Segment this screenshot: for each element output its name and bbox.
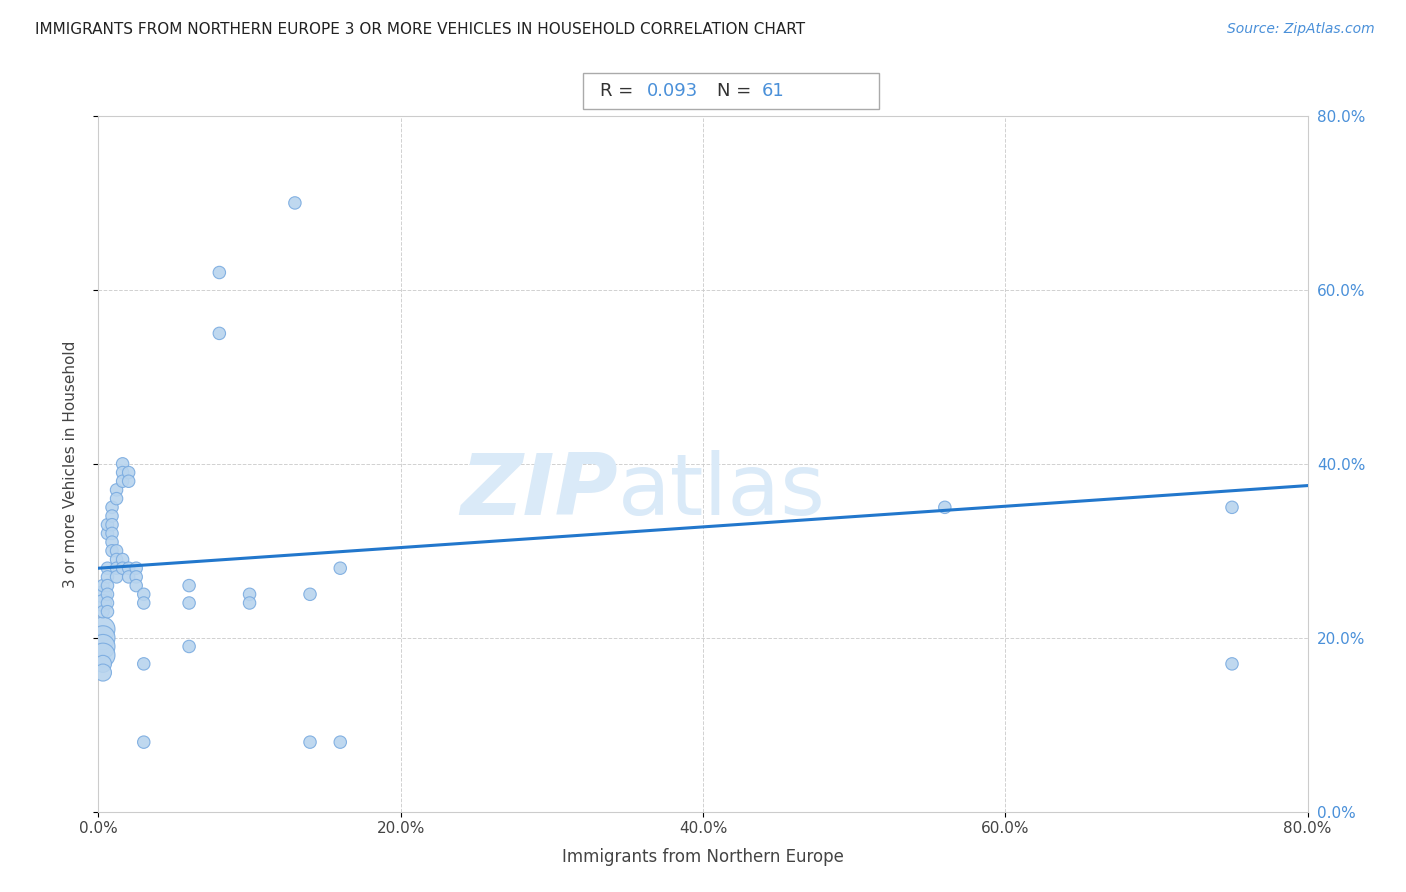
Point <box>118 474 141 488</box>
Text: ZIP: ZIP <box>461 450 619 533</box>
Point <box>101 535 124 549</box>
Point <box>125 570 148 584</box>
Point <box>96 570 118 584</box>
Point <box>208 326 231 341</box>
Point <box>125 578 148 592</box>
Point <box>105 543 128 558</box>
Text: N =: N = <box>717 82 756 100</box>
Point <box>118 561 141 575</box>
Y-axis label: 3 or more Vehicles in Household: 3 or more Vehicles in Household <box>63 340 77 588</box>
Point <box>125 561 148 575</box>
Point <box>1220 500 1243 515</box>
Point <box>329 561 352 575</box>
Point <box>96 526 118 541</box>
Point <box>105 570 128 584</box>
Point <box>101 543 124 558</box>
Point <box>299 735 322 749</box>
X-axis label: Immigrants from Northern Europe: Immigrants from Northern Europe <box>562 847 844 865</box>
Text: atlas: atlas <box>619 450 827 533</box>
Point <box>91 605 114 619</box>
Point <box>101 517 124 532</box>
Point <box>239 596 262 610</box>
Point <box>111 552 134 566</box>
Point <box>132 735 155 749</box>
Point <box>118 466 141 480</box>
Point <box>105 483 128 497</box>
Point <box>111 561 134 575</box>
Point <box>96 578 118 592</box>
Point <box>101 508 124 523</box>
Point <box>91 631 114 645</box>
Point <box>329 735 352 749</box>
Point <box>96 605 118 619</box>
Text: IMMIGRANTS FROM NORTHERN EUROPE 3 OR MORE VEHICLES IN HOUSEHOLD CORRELATION CHAR: IMMIGRANTS FROM NORTHERN EUROPE 3 OR MOR… <box>35 22 806 37</box>
Point <box>91 596 114 610</box>
Point <box>132 587 155 601</box>
Point <box>179 596 201 610</box>
Point <box>91 648 114 662</box>
Point <box>101 500 124 515</box>
Point <box>91 622 114 636</box>
Point <box>96 587 118 601</box>
Point <box>239 587 262 601</box>
Text: Source: ZipAtlas.com: Source: ZipAtlas.com <box>1227 22 1375 37</box>
Point <box>91 640 114 654</box>
Point <box>101 526 124 541</box>
Point <box>91 578 114 592</box>
Point <box>96 596 118 610</box>
Point <box>179 578 201 592</box>
Text: R =: R = <box>600 82 640 100</box>
Point <box>179 640 201 654</box>
Point <box>96 561 118 575</box>
Point <box>1220 657 1243 671</box>
Point <box>118 570 141 584</box>
Point <box>91 665 114 680</box>
Point <box>105 561 128 575</box>
Point <box>105 552 128 566</box>
Point <box>111 474 134 488</box>
Point <box>208 266 231 280</box>
Point <box>934 500 956 515</box>
Point <box>132 657 155 671</box>
Point <box>91 657 114 671</box>
Text: 0.093: 0.093 <box>647 82 697 100</box>
Point <box>111 466 134 480</box>
Point <box>111 457 134 471</box>
Point <box>105 491 128 506</box>
Point <box>299 587 322 601</box>
Point <box>91 587 114 601</box>
Point <box>132 596 155 610</box>
Text: 61: 61 <box>762 82 785 100</box>
Point <box>284 196 307 211</box>
Point <box>96 517 118 532</box>
